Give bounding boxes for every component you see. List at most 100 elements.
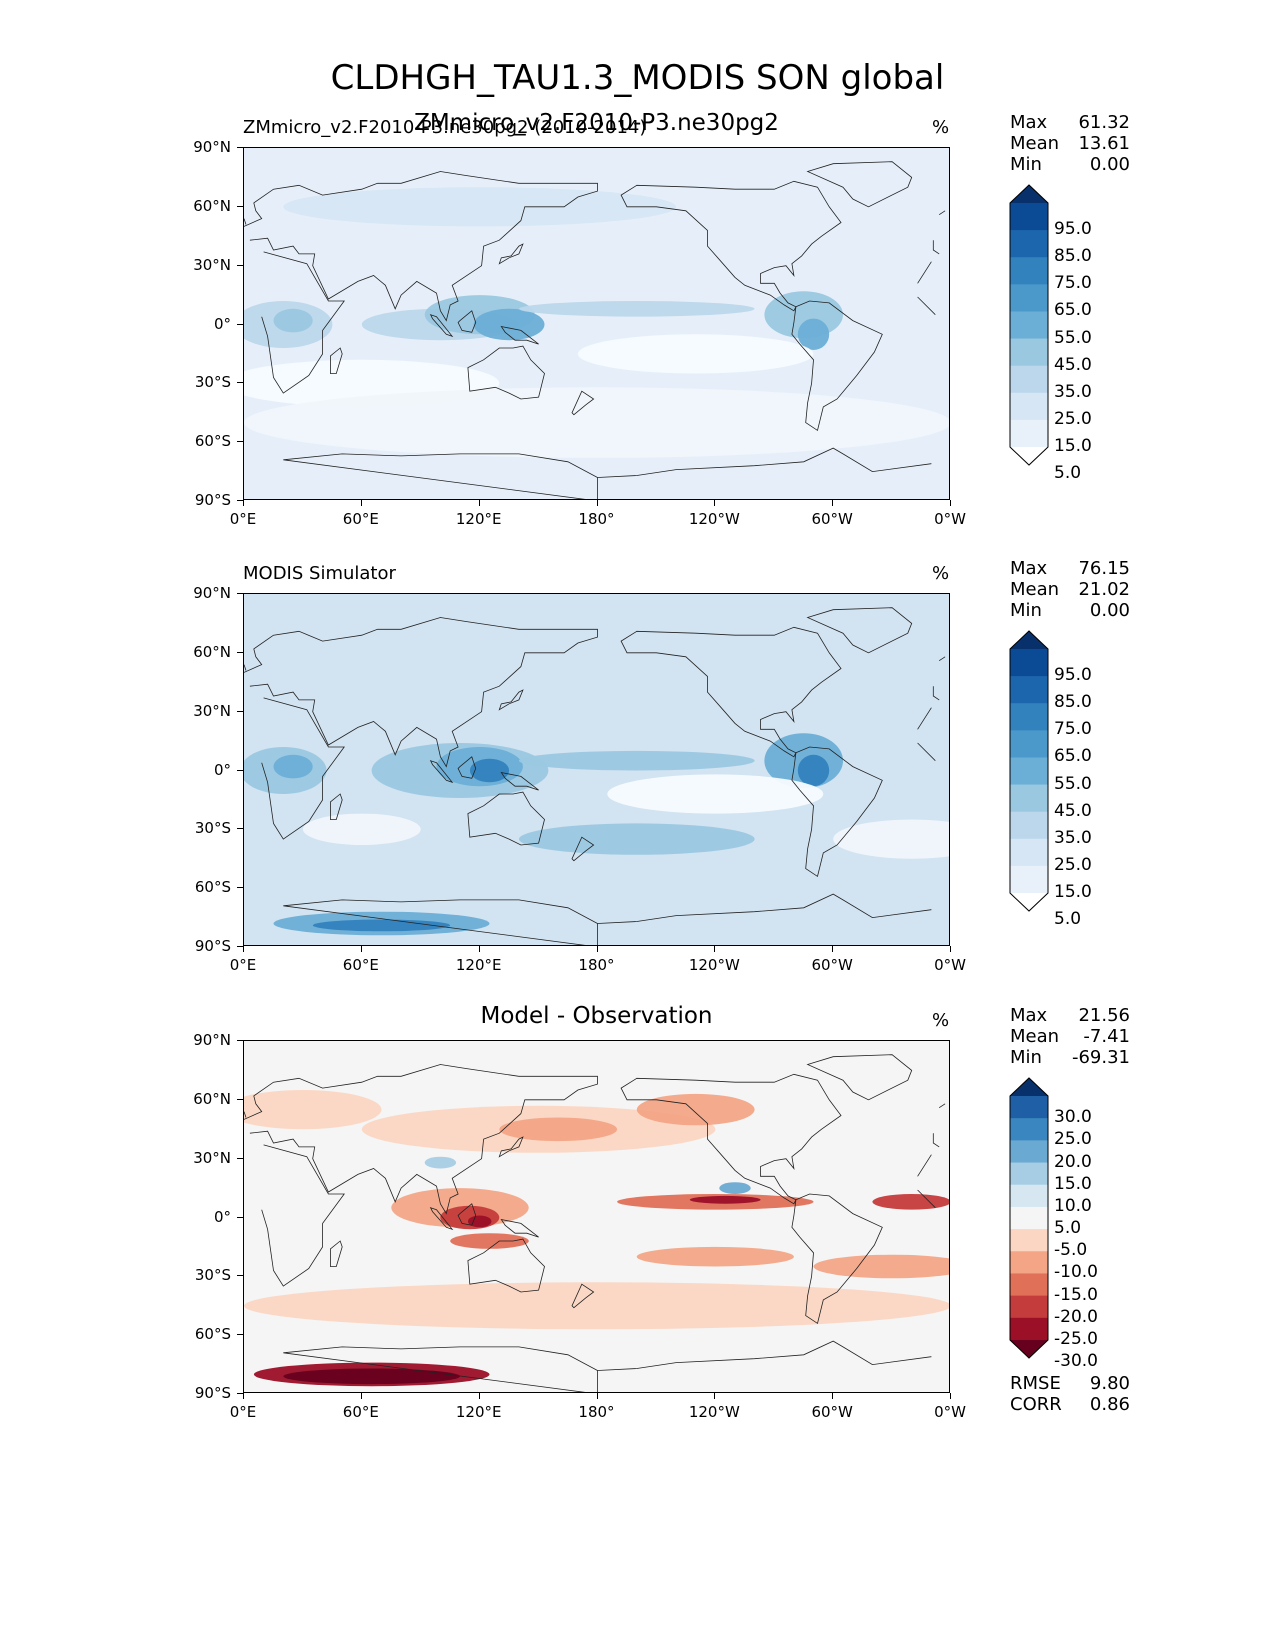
panel-2-ytick-label: 0° bbox=[213, 760, 231, 779]
panel-3-field-region-17 bbox=[424, 1156, 457, 1169]
panel-3-stat-value-mean: -7.41 bbox=[1083, 1026, 1130, 1047]
panel-1-coastline-africa bbox=[261, 251, 936, 394]
panel-2-ytick-label: 60°S bbox=[194, 878, 231, 897]
panel-2-colorbar-segment-4 bbox=[1010, 730, 1048, 758]
panel-2-stat-value-mean: 21.02 bbox=[1078, 579, 1130, 600]
panel-2-field-region-6 bbox=[519, 750, 755, 771]
panel-1-coastline-eurasia bbox=[244, 171, 940, 322]
panel-1-stat-label-min: Min bbox=[1010, 154, 1042, 175]
panel-2-colorbar-label: 55.0 bbox=[1054, 773, 1092, 794]
panel-3-ytick-mark bbox=[237, 1393, 243, 1394]
panel-2-ytick-mark bbox=[237, 593, 243, 594]
panel-1-coastline-uk bbox=[244, 210, 946, 225]
panel-3-colorbar-segment-3 bbox=[1010, 1140, 1048, 1164]
panel-3-colorbar-segment-7 bbox=[1010, 1229, 1048, 1252]
panel-1-colorbar-label: 25.0 bbox=[1054, 408, 1092, 429]
panel-2-xtick-mark bbox=[243, 946, 244, 952]
panel-3-ytick-label: 30°S bbox=[194, 1266, 231, 1285]
panel-1-colorbar-label: 85.0 bbox=[1054, 246, 1092, 267]
panel-3-xtick-mark bbox=[596, 1393, 598, 1399]
panel-2-ytick-mark bbox=[237, 946, 243, 947]
panel-3-field-region-3 bbox=[499, 1117, 618, 1142]
panel-1-coastline-newzealand bbox=[571, 390, 595, 416]
panel-1-coastline-newguinea bbox=[500, 325, 539, 345]
panel-1-colorbar-label: 95.0 bbox=[1054, 219, 1092, 240]
panel-3-colorbar-label: 20.0 bbox=[1054, 1151, 1092, 1172]
panel-3-xtick-mark bbox=[950, 1393, 951, 1399]
panel-2-ytick-mark bbox=[237, 651, 243, 653]
panel-1-ytick-mark bbox=[237, 323, 243, 325]
panel-2-colorbar-segment-6 bbox=[1010, 784, 1048, 813]
panel-1-xtick-label: 0°W bbox=[934, 510, 966, 528]
panel-2-coastline-northamerica bbox=[620, 626, 842, 758]
panel-3-colorbar-extend-bottom bbox=[1010, 1340, 1048, 1358]
panel-2-field-region-5 bbox=[469, 758, 510, 783]
panel-1-xtick-mark bbox=[950, 500, 951, 506]
panel-3-xtick-label: 0°W bbox=[934, 1403, 966, 1421]
panel-2-xtick-mark bbox=[714, 946, 716, 952]
panel-1-stat-label-mean: Mean bbox=[1010, 133, 1060, 154]
panel-3-xtick-mark bbox=[360, 1393, 362, 1399]
panel-1-colorbar bbox=[1009, 184, 1049, 466]
panel-1-colorbar-label: 5.0 bbox=[1054, 463, 1082, 484]
panel-2-coastline-sumatra bbox=[429, 760, 454, 784]
panel-1-xtick-mark bbox=[832, 500, 834, 506]
panel-3-ytick-mark bbox=[237, 1334, 243, 1336]
panel-3-colorbar-label: -5.0 bbox=[1054, 1240, 1088, 1261]
panel-3-footer-value-rmse: 9.80 bbox=[1089, 1373, 1130, 1394]
panel-1-ytick-label: 0° bbox=[213, 314, 231, 333]
panel-1-ytick-mark bbox=[237, 500, 243, 501]
panel-2-colorbar-label: 5.0 bbox=[1054, 909, 1082, 930]
panel-1-xtick-label: 60°E bbox=[342, 510, 379, 528]
panel-2-colorbar-label: 65.0 bbox=[1054, 746, 1092, 767]
panel-2-stat-label-max: Max bbox=[1010, 558, 1048, 579]
panel-1-field-region-7 bbox=[797, 318, 830, 350]
panel-3-field-region-10 bbox=[872, 1194, 949, 1210]
panel-3-xtick-label: 0°E bbox=[229, 1403, 257, 1421]
panel-3-footer-value-corr: 0.86 bbox=[1089, 1394, 1130, 1415]
panel-1-left-title: ZMmicro_v2.F2010-P3.ne30pg2 (2010-2014) bbox=[243, 117, 647, 138]
panel-2-ytick-label: 90°N bbox=[193, 584, 231, 602]
panel-1-colorbar-outline bbox=[1009, 184, 1049, 466]
panel-3-stat-label-min: Min bbox=[1010, 1047, 1042, 1068]
panel-2-stat-label-min: Min bbox=[1010, 600, 1042, 621]
panel-2-colorbar-label: 35.0 bbox=[1054, 827, 1092, 848]
panel-3-stat-value-min: -69.31 bbox=[1071, 1047, 1130, 1068]
panel-2-coastline-madagascar bbox=[330, 793, 343, 820]
panel-3-coastline-africa bbox=[261, 1144, 936, 1287]
panel-3-colorbar-label: -25.0 bbox=[1054, 1329, 1098, 1349]
panel-3-stat-label-max: Max bbox=[1010, 1005, 1048, 1026]
panel-3-ytick-mark bbox=[237, 1275, 243, 1277]
panel-3-colorbar-segment-8 bbox=[1010, 1251, 1048, 1274]
panel-2-coastline-southamerica bbox=[791, 746, 883, 878]
panel-1-colorbar-segment-4 bbox=[1010, 284, 1048, 312]
panel-1-ytick-label: 60°N bbox=[193, 196, 231, 215]
panel-2-ytick-mark bbox=[237, 828, 243, 830]
panel-3-ytick-label: 30°N bbox=[193, 1148, 231, 1167]
panel-1-colorbar-segment-2 bbox=[1010, 230, 1048, 258]
panel-3-xtick-mark bbox=[478, 1393, 480, 1399]
panel-1-field-region-11 bbox=[244, 387, 949, 458]
panel-2-xtick-label: 0°W bbox=[934, 956, 966, 974]
panel-3-colorbar-label: 15.0 bbox=[1054, 1173, 1092, 1194]
panel-1-xtick-label: 120°W bbox=[688, 510, 740, 528]
panel-2-ytick-mark bbox=[237, 887, 243, 889]
panel-2-xtick-label: 60°E bbox=[342, 956, 379, 974]
panel-2-colorbar-segment-3 bbox=[1010, 703, 1048, 731]
panel-3-ytick-mark bbox=[237, 1098, 243, 1100]
panel-2-colorbar-outline bbox=[1009, 630, 1049, 912]
panel-2-field-region-2 bbox=[273, 754, 313, 779]
panel-3-ytick-label: 0° bbox=[213, 1207, 231, 1226]
panel-1-field-region-9 bbox=[577, 334, 814, 374]
panel-1-colorbar-segment-8 bbox=[1010, 392, 1048, 421]
panel-2-colorbar-label: 25.0 bbox=[1054, 854, 1092, 875]
panel-2-ytick-label: 60°N bbox=[193, 642, 231, 661]
panel-3-colorbar-label: 25.0 bbox=[1054, 1129, 1092, 1150]
panel-3-stat-label-mean: Mean bbox=[1010, 1026, 1060, 1047]
panel-3-ytick-mark bbox=[237, 1216, 243, 1218]
panel-2-colorbar-label: 15.0 bbox=[1054, 882, 1092, 902]
panel-3-map-svg bbox=[244, 1041, 949, 1392]
panel-2-field-region-12 bbox=[312, 919, 451, 932]
panel-1-xtick-label: 180° bbox=[578, 510, 615, 528]
panel-1-coastline-antarctica bbox=[283, 447, 932, 499]
